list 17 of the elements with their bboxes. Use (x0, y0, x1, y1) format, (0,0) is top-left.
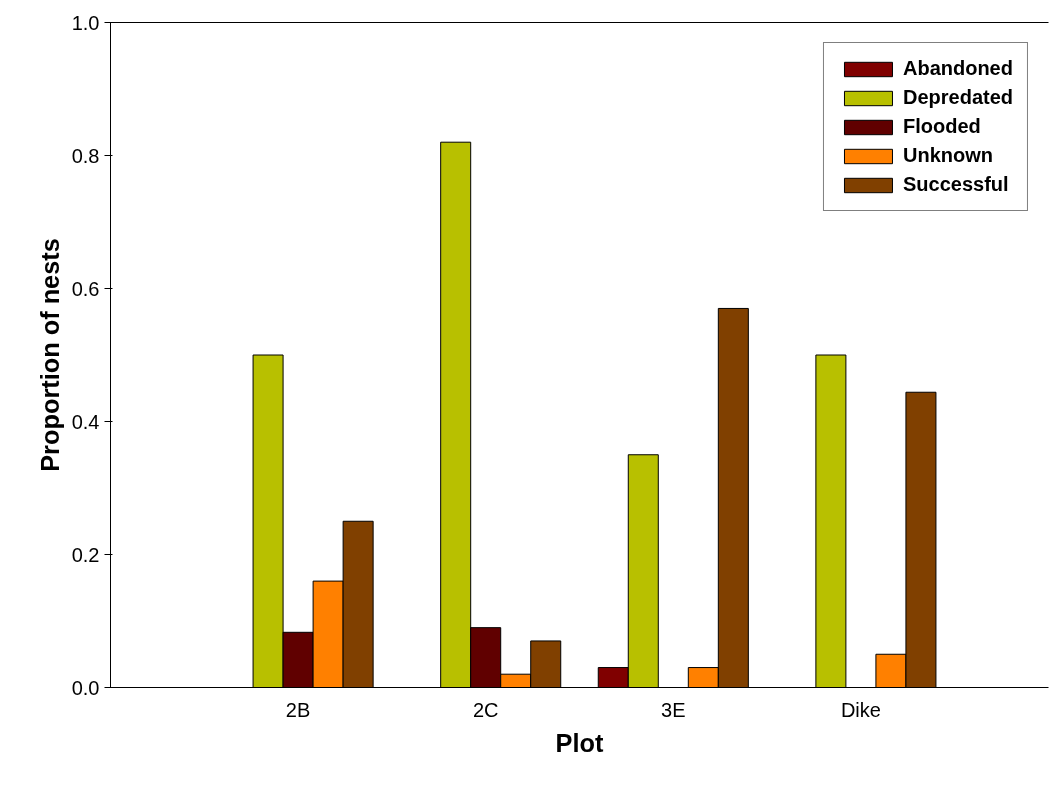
legend-label: Abandoned (902, 57, 1013, 80)
y-axis-title: Proportion of nests (35, 238, 64, 472)
legend-label: Flooded (902, 115, 981, 138)
x-tick-label: Dike (840, 698, 881, 721)
y-tick-label: 0.6 (71, 277, 100, 300)
legend-label: Successful (902, 173, 1009, 196)
y-tick-label: 0.0 (71, 676, 100, 699)
y-tick-label: 0.2 (71, 543, 100, 566)
x-tick-label: 2C (472, 698, 499, 721)
x-tick-label: 2B (285, 698, 311, 721)
x-tick-label: 3E (661, 698, 686, 721)
legend-label: Depredated (902, 86, 1013, 109)
y-tick-label: 0.4 (71, 410, 100, 433)
y-tick-label: 0.8 (71, 144, 100, 167)
legend-label: Unknown (902, 144, 993, 167)
y-tick-label: 1.0 (71, 11, 100, 34)
x-axis-title: Plot (555, 728, 604, 757)
